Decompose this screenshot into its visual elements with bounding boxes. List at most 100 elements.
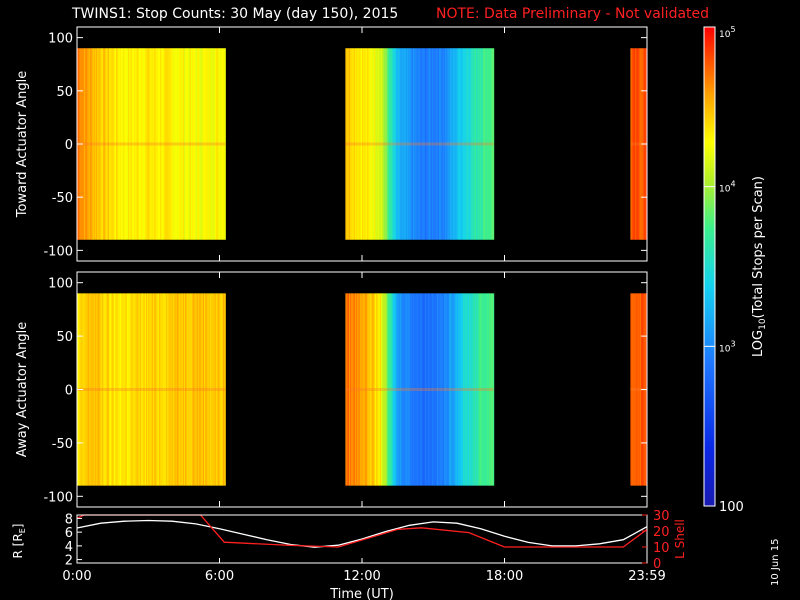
colorbar-tick-base: 10 <box>719 185 731 195</box>
heatmap-column <box>126 48 129 240</box>
heatmap-column <box>345 48 347 240</box>
heatmap-column <box>104 48 106 240</box>
heatmap-column <box>454 48 457 240</box>
heatmap-column <box>90 293 92 486</box>
heatmap-column <box>479 293 482 486</box>
colorbar-tick-exp: 4 <box>730 180 735 189</box>
heatmap-column <box>376 293 378 486</box>
heatmap-column <box>373 48 376 240</box>
heatmap-column <box>156 293 159 486</box>
heatmap-column <box>440 293 442 486</box>
colorbar-tick-label: 100 <box>719 500 744 515</box>
heatmap-column <box>182 48 185 240</box>
x-tick-label: 12:00 <box>343 569 380 584</box>
y-tick-label: -50 <box>52 437 73 452</box>
heatmap-column <box>391 48 394 240</box>
heatmap-column <box>182 293 185 486</box>
x-tick-label: 18:00 <box>486 569 523 584</box>
heatmap-column <box>381 48 383 240</box>
heatmap-column <box>467 48 470 240</box>
heatmap-column <box>485 293 488 486</box>
heatmap-column <box>207 293 210 486</box>
heatmap-column <box>632 48 635 240</box>
heatmap-column <box>167 293 169 486</box>
heatmap-column <box>132 48 135 240</box>
heatmap-column <box>141 48 143 240</box>
heatmap-column <box>154 293 156 486</box>
heatmap-column <box>192 293 194 486</box>
heatmap-column <box>457 293 459 486</box>
heatmap-column <box>142 48 144 240</box>
heatmap-column <box>119 293 122 486</box>
heatmap-column <box>224 293 226 486</box>
colorbar-tick-base: 10 <box>719 344 731 354</box>
heatmap-column <box>383 293 385 486</box>
heatmap-column <box>94 48 97 240</box>
heatmap-column <box>416 48 419 240</box>
heatmap-column <box>347 293 350 486</box>
heatmap-column <box>158 293 161 486</box>
heatmap-column <box>480 293 483 486</box>
heatmap-column <box>120 293 123 486</box>
heatmap-column <box>135 293 137 486</box>
heatmap-column <box>99 293 102 486</box>
heatmap-column <box>388 293 390 486</box>
heatmap-column <box>348 293 351 486</box>
heatmap-column <box>430 48 433 240</box>
heatmap-column <box>483 48 485 240</box>
r-axis-label: R [RE] <box>11 524 27 559</box>
heatmap-column <box>123 48 125 240</box>
heatmap-column <box>635 48 637 240</box>
heatmap-column <box>396 293 399 486</box>
heatmap-column <box>109 48 111 240</box>
heatmap-column <box>145 48 148 240</box>
heatmap-column <box>489 48 491 240</box>
heatmap-column <box>96 293 98 486</box>
heatmap-column <box>169 293 172 486</box>
heatmap-column <box>451 48 453 240</box>
heatmap-column <box>172 293 174 486</box>
heatmap-column <box>350 48 352 240</box>
heatmap-column <box>471 48 473 240</box>
y-axis-label: Toward Actuator Angle <box>15 71 30 218</box>
heatmap-column <box>489 293 491 486</box>
heatmap-column <box>210 48 212 240</box>
heatmap-column <box>420 48 422 240</box>
y-tick-label: 4 <box>65 540 73 555</box>
heatmap-column <box>411 293 414 486</box>
heatmap-column <box>372 293 375 486</box>
heatmap-column <box>98 48 100 240</box>
heatmap-column <box>224 48 226 240</box>
heatmap-column <box>149 48 152 240</box>
heatmap-column <box>443 293 446 486</box>
heatmap-column <box>151 48 154 240</box>
heatmap-column <box>398 48 401 240</box>
heatmap-column <box>221 48 224 240</box>
heatmap-column <box>128 48 130 240</box>
heatmap-column <box>468 293 471 486</box>
heatmap-column <box>205 48 207 240</box>
heatmap-column <box>93 293 96 486</box>
heatmap-column <box>377 48 380 240</box>
heatmap-column <box>191 293 193 486</box>
heatmap-column <box>397 293 400 486</box>
heatmap-column <box>383 48 385 240</box>
heatmap-column <box>409 48 412 240</box>
heatmap-column <box>386 293 389 486</box>
heatmap-column <box>453 48 456 240</box>
heatmap-column <box>474 48 477 240</box>
colorbar-tick-label: 104 <box>719 180 736 195</box>
heatmap-column <box>366 48 369 240</box>
heatmap-column <box>211 293 213 486</box>
heatmap-column <box>100 48 103 240</box>
heatmap-column <box>630 48 632 240</box>
heatmap-column <box>487 48 490 240</box>
heatmap-column <box>419 48 421 240</box>
heatmap-column <box>420 293 422 486</box>
heatmap-column <box>474 293 477 486</box>
heatmap-column <box>449 293 452 486</box>
heatmap-column <box>428 48 431 240</box>
heatmap-column <box>110 48 112 240</box>
